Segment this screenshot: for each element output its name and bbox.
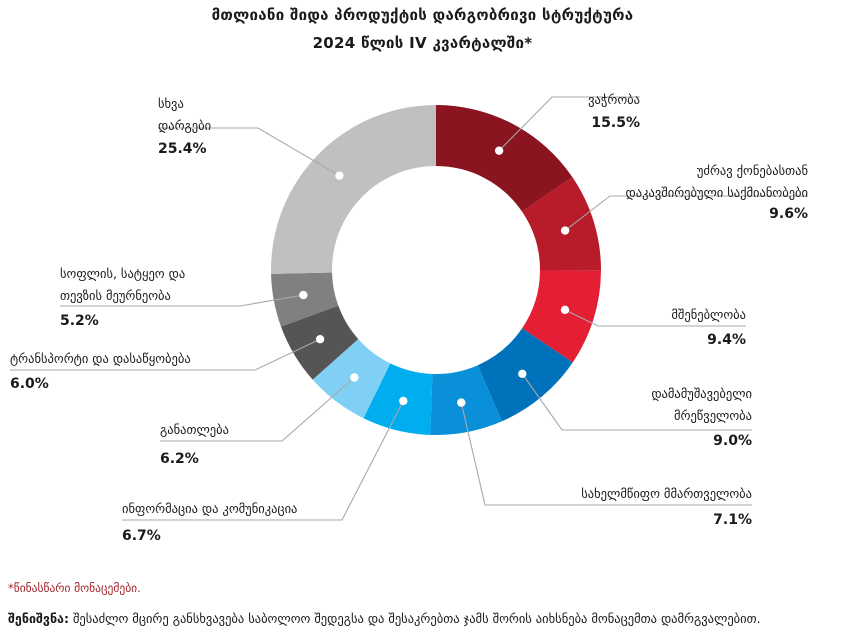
slice-label: მშენებლობა [671, 307, 746, 322]
slice-value-label: 7.1% [713, 512, 752, 528]
note-text: შესაძლო მცირე განსხვავება საბოლოო შედეგს… [68, 611, 761, 626]
leader-line [60, 294, 304, 307]
slice-label: დამამუშავებელი [651, 386, 752, 401]
slice-value-label: 6.2% [160, 451, 199, 467]
slice-marker-dot [399, 396, 408, 406]
note-label: შენიშვნა: [8, 611, 69, 626]
slice-marker-dot [560, 305, 570, 315]
donut-slice [521, 177, 601, 271]
slice-label: ტრანსპორტი და დასაწყობება [10, 351, 191, 366]
slice-marker-dot [335, 171, 344, 180]
slice-label: სოფლის, სატყეო და [60, 266, 185, 281]
leader-line [564, 309, 746, 327]
donut-chart: ვაჭრობა 15.5% უძრავ ქონებასთან დაკავშირებულ… [10, 92, 808, 544]
slice-label: უძრავ ქონებასთან [697, 163, 808, 178]
chart-subtitle: 2024 წლის IV კვარტალში* [312, 34, 533, 52]
donut-slice [363, 363, 433, 435]
slice-label: დაკავშირებული საქმიანობები [626, 185, 808, 200]
slice-value-label: 15.5% [591, 115, 640, 131]
slice-value-label: 5.2% [60, 313, 99, 329]
slice-marker-dot [457, 398, 466, 407]
leader-line [160, 377, 355, 442]
slice-value-label: 9.4% [707, 332, 746, 348]
donut-slice [271, 105, 436, 274]
slice-label: ვაჭრობა [588, 92, 640, 107]
slice-label: სხვა [158, 96, 184, 111]
donut-slice [522, 270, 601, 363]
leader-line [498, 96, 640, 152]
slice-label: ინფორმაცია და კომუნიკაცია [122, 501, 297, 516]
leader-line [158, 127, 340, 177]
slice-label: თევზის მეურნეობა [60, 288, 171, 303]
leader-line [10, 338, 321, 371]
slice-value-label: 6.7% [122, 528, 161, 544]
donut-slice [271, 272, 339, 327]
slice-label: განათლება [160, 422, 229, 437]
leader-line [521, 373, 752, 431]
leader-line [564, 195, 808, 231]
slice-value-label: 9.0% [713, 433, 752, 449]
slice-value-label: 9.6% [769, 206, 808, 222]
slice-label: სახელმწიფო მმართველობა [581, 486, 752, 501]
donut-slice [436, 105, 573, 212]
note: შენიშვნა: შესაძლო მცირე განსხვავება საბო… [8, 611, 761, 626]
slice-marker-dot [560, 226, 570, 235]
slice-marker-dot [315, 335, 325, 344]
slice-label: დარგები [158, 118, 211, 133]
leader-line [460, 402, 752, 506]
preliminary-footnote: *წინასწარი მონაცემები. [8, 581, 141, 595]
slice-marker-dot [299, 290, 308, 300]
slice-marker-dot [350, 373, 359, 382]
slice-marker-dot [494, 146, 504, 155]
leader-line [122, 400, 404, 521]
chart-title: მთლიანი შიდა პროდუქტის დარგობრივი სტრუქტ… [211, 6, 634, 24]
slice-value-label: 6.0% [10, 376, 49, 392]
slice-label: მრეწველობა [674, 408, 752, 423]
donut-slice [430, 365, 502, 435]
slice-value-label: 25.4% [158, 141, 207, 157]
slice-marker-dot [518, 369, 527, 379]
